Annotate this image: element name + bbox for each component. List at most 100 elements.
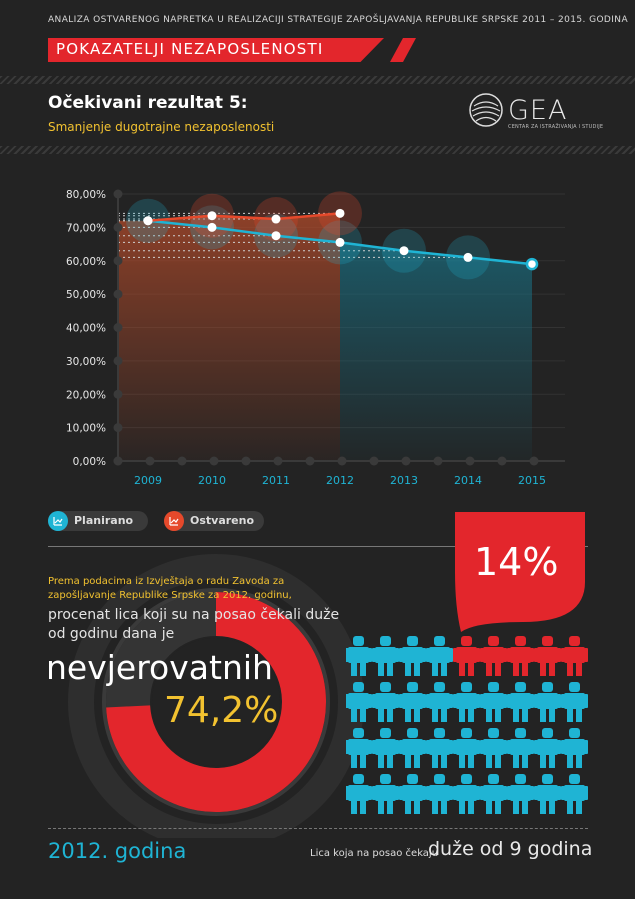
person-icon <box>480 774 507 814</box>
section-banner-title: POKAZATELJI NEZAPOSLENOSTI <box>56 40 324 58</box>
actual-point <box>143 216 153 226</box>
person-icon <box>372 636 399 676</box>
planned-point <box>463 252 473 262</box>
x-tick-dot <box>177 456 187 466</box>
x-tick-dot <box>113 456 123 466</box>
series-line-actual <box>147 212 341 222</box>
line-chart: 0,00% 10,00% 20,00% 30,00% 40,00% 50,00% 60,00… <box>66 189 565 487</box>
x-tick-dot <box>529 456 539 466</box>
person-icon <box>346 682 372 722</box>
person-icon <box>534 682 561 722</box>
person-icon <box>346 636 372 676</box>
area-planned <box>340 242 532 461</box>
y-tick-label: 30,00% <box>66 356 106 368</box>
person-icon <box>453 774 480 814</box>
x-tick-label: 2014 <box>454 474 482 487</box>
x-tick-dot <box>497 456 507 466</box>
y-tick-label: 70,00% <box>66 222 106 234</box>
bottom-divider <box>48 828 588 829</box>
actual-point <box>335 208 345 218</box>
person-icon-highlighted <box>561 636 588 676</box>
logo-tagline: CENTAR ZA ISTRAŽIVANJA I STUDIJE <box>508 124 604 130</box>
person-icon <box>561 774 588 814</box>
result-title: Očekivani rezultat 5: <box>48 93 248 113</box>
x-tick-label: 2010 <box>198 474 226 487</box>
y-tick-label: 10,00% <box>66 423 106 435</box>
person-icon <box>561 682 588 722</box>
hatch-divider-middle <box>0 146 635 154</box>
y-tick-label: 80,00% <box>66 189 106 201</box>
person-icon-highlighted <box>534 636 561 676</box>
logo-name: GEA <box>508 95 568 126</box>
planned-point <box>399 246 409 256</box>
person-icon <box>399 682 426 722</box>
planned-point <box>525 257 539 271</box>
person-icon <box>534 774 561 814</box>
people-caption-small: Lica koja na posao čekaju <box>310 848 439 859</box>
y-tick-label: 20,00% <box>66 389 106 401</box>
person-icon <box>426 728 453 768</box>
x-tick-dot <box>273 456 283 466</box>
person-icon <box>399 728 426 768</box>
person-icon <box>480 728 507 768</box>
planned-point <box>207 222 217 232</box>
donut-chart <box>68 554 364 838</box>
x-tick-dot <box>337 456 347 466</box>
person-icon <box>561 728 588 768</box>
donut-arc-value <box>106 592 326 812</box>
legend-actual-icon <box>164 511 184 531</box>
badge-shape <box>455 512 585 632</box>
legend-actual: Ostvareno <box>164 511 264 531</box>
legend-actual-label: Ostvareno <box>190 514 255 527</box>
area-actual <box>118 213 340 461</box>
badge-value: 14% <box>474 540 559 584</box>
person-icon <box>426 636 453 676</box>
info-big-word: nevjerovatnih <box>46 648 273 687</box>
person-icon <box>426 682 453 722</box>
person-icon <box>426 774 453 814</box>
info-intro: Prema podacima iz Izvještaja o radu Zavo… <box>48 576 292 601</box>
x-tick-label: 2009 <box>134 474 162 487</box>
x-tick-dot <box>305 456 315 466</box>
result-subtitle: Smanjenje dugotrajne nezaposlenosti <box>48 120 275 134</box>
person-icon <box>534 728 561 768</box>
person-icon <box>399 636 426 676</box>
x-tick-dot <box>241 456 251 466</box>
info-year: 2012. godina <box>48 839 187 863</box>
person-icon <box>372 774 399 814</box>
person-icon <box>346 774 372 814</box>
x-tick-dot <box>433 456 443 466</box>
people-grid <box>346 636 588 814</box>
actual-point <box>207 211 217 221</box>
x-tick-label: 2011 <box>262 474 290 487</box>
person-icon <box>399 774 426 814</box>
legend-planned: Planirano <box>48 511 148 531</box>
person-icon-highlighted <box>453 636 480 676</box>
person-icon <box>346 728 372 768</box>
y-tick-label: 40,00% <box>66 323 106 335</box>
person-icon-highlighted <box>480 636 507 676</box>
x-tick-dot <box>401 456 411 466</box>
hatch-divider-top <box>0 76 635 84</box>
planned-point <box>335 237 345 247</box>
x-tick-label: 2013 <box>390 474 418 487</box>
y-tick-label: 0,00% <box>73 456 106 468</box>
x-tick-dot <box>465 456 475 466</box>
x-tick-dot <box>145 456 155 466</box>
actual-point <box>271 214 281 224</box>
y-tick-label: 50,00% <box>66 289 106 301</box>
info-big-value: 74,2% <box>164 690 279 731</box>
people-caption-big: duže od 9 godina <box>428 838 593 860</box>
banner-tail <box>390 38 416 62</box>
info-main: procenat lica koji su na posao čekali du… <box>48 607 340 642</box>
y-tick-label: 60,00% <box>66 256 106 268</box>
person-icon-highlighted <box>507 636 534 676</box>
legend-planned-icon <box>48 511 68 531</box>
person-icon <box>507 728 534 768</box>
person-icon <box>453 728 480 768</box>
header-top-line: ANALIZA OSTVARENOG NAPRETKA U REALIZACIJ… <box>48 15 628 25</box>
person-icon <box>372 682 399 722</box>
x-tick-dot <box>369 456 379 466</box>
person-icon <box>480 682 507 722</box>
x-tick-label: 2012 <box>326 474 354 487</box>
